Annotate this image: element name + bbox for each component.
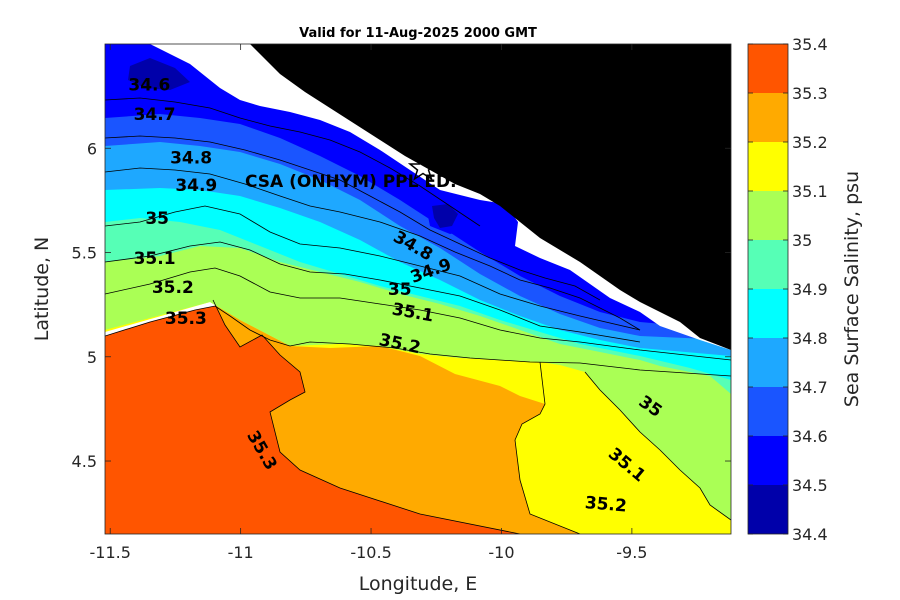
contour-label: 35 [388,280,412,300]
colorbar-tick-label: 34.4 [792,525,828,544]
colorbar-segment [748,436,788,485]
colorbar-tick-label: 34.8 [792,329,828,348]
station-star-icon [407,152,439,181]
contour-label: 35.2 [584,493,628,517]
colorbar-segment [748,93,788,142]
x-axis: -11.5 -11 -10.5 -10 -9.5 [90,44,647,562]
colorbar-segment [748,191,788,240]
contour-label: 35.3 [165,309,207,329]
contour-lines [105,97,731,534]
colorbar-segment [748,240,788,289]
station-label: CSA (ONHYM) PPL ED. [245,172,457,192]
colorbar-label: Sea Surface Salinity, psu [841,171,863,407]
colorbar-tick-label: 34.6 [792,427,828,446]
contour-label: 35.1 [134,249,176,269]
colorbar-segment [748,142,788,191]
colorbar-tick-label: 35.4 [792,35,828,54]
y-tick-label: 5 [87,348,97,367]
contour-label: 35 [145,209,169,229]
colorbar-segment [748,289,788,338]
colorbar-segment [748,387,788,436]
contour-label: 34.9 [175,176,217,196]
axes-box [104,43,732,535]
colorbar-tick-label: 34.5 [792,476,828,495]
x-tick-label: -9.5 [616,543,647,562]
band-35-0-35-1 [105,206,731,520]
colorbar-tick-label: 34.9 [792,280,828,299]
colorbar-tick-label: 35.1 [792,182,828,201]
coastal-nodata-strip [150,44,731,350]
x-tick-label: -11 [228,543,254,562]
y-tick-label: 4.5 [72,452,97,471]
x-tick-label: -11.5 [90,543,131,562]
colorbar-tick-label: 35 [792,231,812,250]
x-tick-label: -10 [488,543,514,562]
y-tick-label: 6 [87,139,97,158]
x-axis-label: Longitude, E [359,573,478,595]
colorbar-segment [748,338,788,387]
colorbar-tick-label: 34.7 [792,378,828,397]
low-salinity-patch-5 [128,58,190,90]
colorbar: 34.4 34.5 34.6 34.7 34.8 34.9 35 35.1 35.2 35.3 35… [747,35,828,544]
x-tick-label: -10.5 [350,543,391,562]
y-tick-label: 5.5 [72,244,97,263]
colorbar-tick-label: 35.2 [792,133,828,152]
contour-label: 34.7 [134,105,176,125]
colorbar-segment [748,485,788,534]
chart-title: Valid for 11-Aug-2025 2000 GMT [299,26,537,41]
contour-label: 34.6 [128,76,170,96]
plot-area [105,44,731,534]
colorbar-segment [748,44,788,93]
contour-label: 34.8 [170,149,212,169]
low-salinity-patch-2 [432,204,458,228]
y-axis: 4.5 5 5.5 6 [72,139,731,471]
y-axis-label: Latitude, N [31,237,53,342]
contour-label: 35.2 [152,278,194,298]
colorbar-tick-label: 35.3 [792,84,828,103]
land-mask [250,44,731,350]
